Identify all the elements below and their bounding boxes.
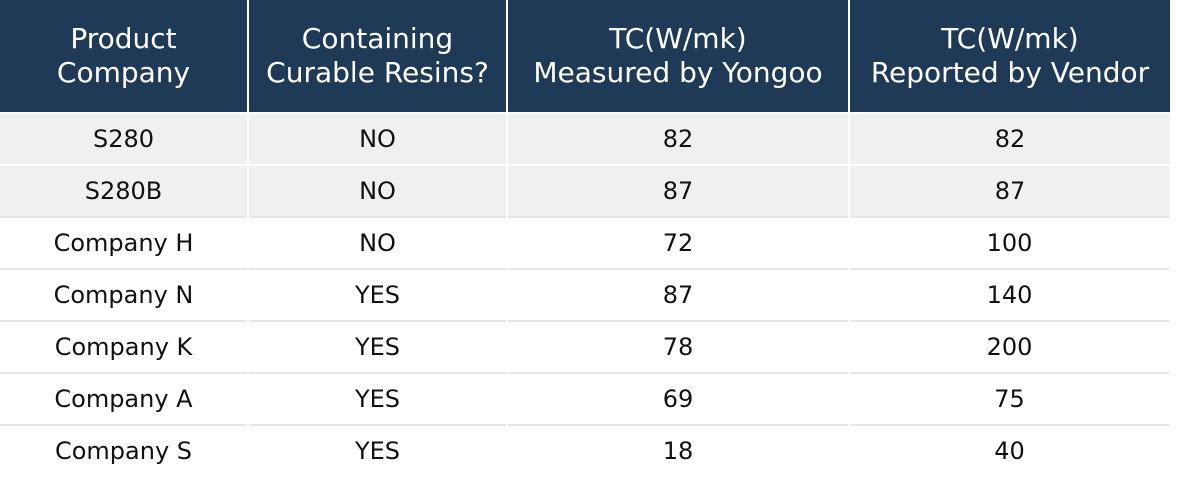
header-curable-resins: Containing Curable Resins? — [248, 0, 508, 113]
header-tc-reported: TC(W/mk) Reported by Vendor — [849, 0, 1170, 113]
cell-tc-measured: 87 — [507, 268, 850, 321]
cell-tc-measured: 72 — [507, 216, 850, 269]
header-product-company: Product Company — [0, 0, 249, 113]
header-row: Product Company Containing Curable Resin… — [0, 0, 1170, 113]
cell-product: Company A — [0, 372, 249, 425]
header-line: Product — [70, 22, 177, 55]
cell-tc-reported: 140 — [849, 268, 1171, 321]
cell-curable-resins: YES — [248, 268, 508, 321]
cell-tc-reported: 200 — [849, 320, 1171, 373]
cell-product: S280 — [0, 112, 249, 165]
cell-tc-reported: 75 — [849, 372, 1171, 425]
cell-curable-resins: YES — [248, 424, 508, 476]
cell-tc-reported: 82 — [849, 112, 1170, 165]
cell-tc-measured: 82 — [507, 112, 850, 165]
cell-curable-resins: NO — [248, 164, 508, 217]
cell-product: Company S — [0, 424, 249, 476]
cell-product: S280B — [0, 164, 249, 217]
cell-product: Company N — [0, 268, 249, 321]
table-row: S280B NO 87 87 — [0, 164, 1170, 217]
header-tc-measured: TC(W/mk) Measured by Yongoo — [507, 0, 850, 113]
table-row: Company K YES 78 200 — [0, 320, 1171, 373]
header-line: Measured by Yongoo — [533, 56, 823, 89]
cell-tc-measured: 87 — [507, 164, 850, 217]
table-row: S280 NO 82 82 — [0, 112, 1170, 165]
table-body: S280 NO 82 82 S280B NO 87 87 Company H N… — [0, 112, 1171, 476]
cell-curable-resins: YES — [248, 372, 508, 425]
header-line: Curable Resins? — [266, 56, 489, 89]
cell-product: Company H — [0, 216, 249, 269]
header-line: Containing — [301, 22, 454, 55]
table-row: Company N YES 87 140 — [0, 268, 1171, 321]
cell-curable-resins: YES — [248, 320, 508, 373]
table-header: Product Company Containing Curable Resin… — [0, 0, 1170, 113]
table-row: Company A YES 69 75 — [0, 372, 1171, 425]
header-line: Reported by Vendor — [870, 56, 1150, 89]
table-row: Company H NO 72 100 — [0, 216, 1171, 269]
header-line: Company — [56, 56, 191, 89]
cell-curable-resins: NO — [248, 216, 508, 269]
cell-curable-resins: NO — [248, 112, 508, 165]
cell-tc-reported: 40 — [849, 424, 1171, 476]
header-line: TC(W/mk) — [609, 22, 747, 55]
cell-tc-measured: 78 — [507, 320, 850, 373]
table-row: Company S YES 18 40 — [0, 424, 1171, 476]
cell-product: Company K — [0, 320, 249, 373]
cell-tc-reported: 100 — [849, 216, 1171, 269]
header-line: TC(W/mk) — [941, 22, 1079, 55]
cell-tc-measured: 69 — [507, 372, 850, 425]
cell-tc-reported: 87 — [849, 164, 1170, 217]
cell-tc-measured: 18 — [507, 424, 850, 476]
